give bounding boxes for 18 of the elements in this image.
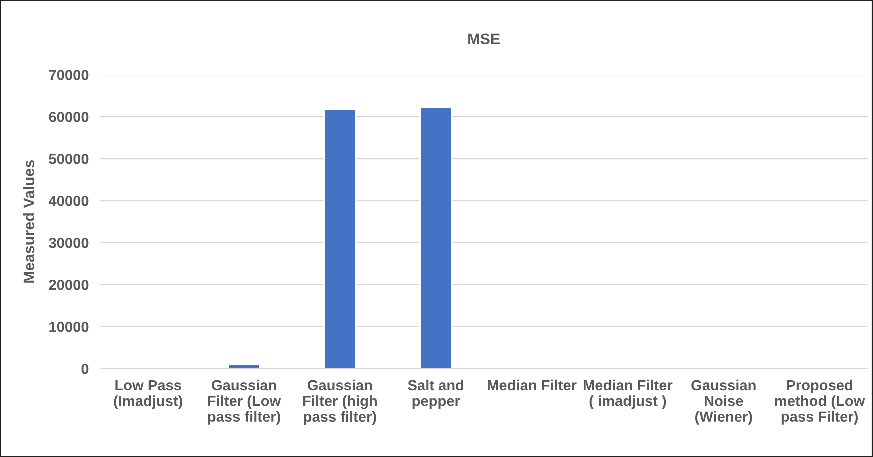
y-tick-label: 20000 (49, 280, 89, 290)
x-tick-label: Median Filter (488, 380, 577, 391)
y-tick-label: 10000 (50, 322, 89, 332)
y-tick-label: 40000 (48, 196, 89, 206)
y-tick-label: 60000 (49, 112, 89, 122)
y-tick-label: 0 (82, 364, 89, 374)
x-tick-label: Gaussian Noise (Wiener) (692, 380, 756, 425)
x-tick-label: Median Filter ( imadjust ) (584, 380, 673, 410)
x-tick-label: Low Pass (Imadjust) (114, 380, 182, 410)
y-axis-title: Measured Values (23, 160, 35, 283)
x-tick-label: Gaussian Filter (high pass filter) (304, 380, 377, 425)
y-tick-label: 50000 (49, 154, 89, 164)
x-tick-label: Proposed method (Low pass Filter) (775, 380, 866, 425)
x-tick-label: Salt and pepper (408, 380, 464, 410)
x-tick-label: Gaussian Filter (Low pass filter) (208, 380, 282, 425)
y-tick-label: 30000 (49, 238, 89, 248)
y-tick-label: 70000 (49, 70, 89, 80)
chart-title: MSE (468, 34, 500, 45)
